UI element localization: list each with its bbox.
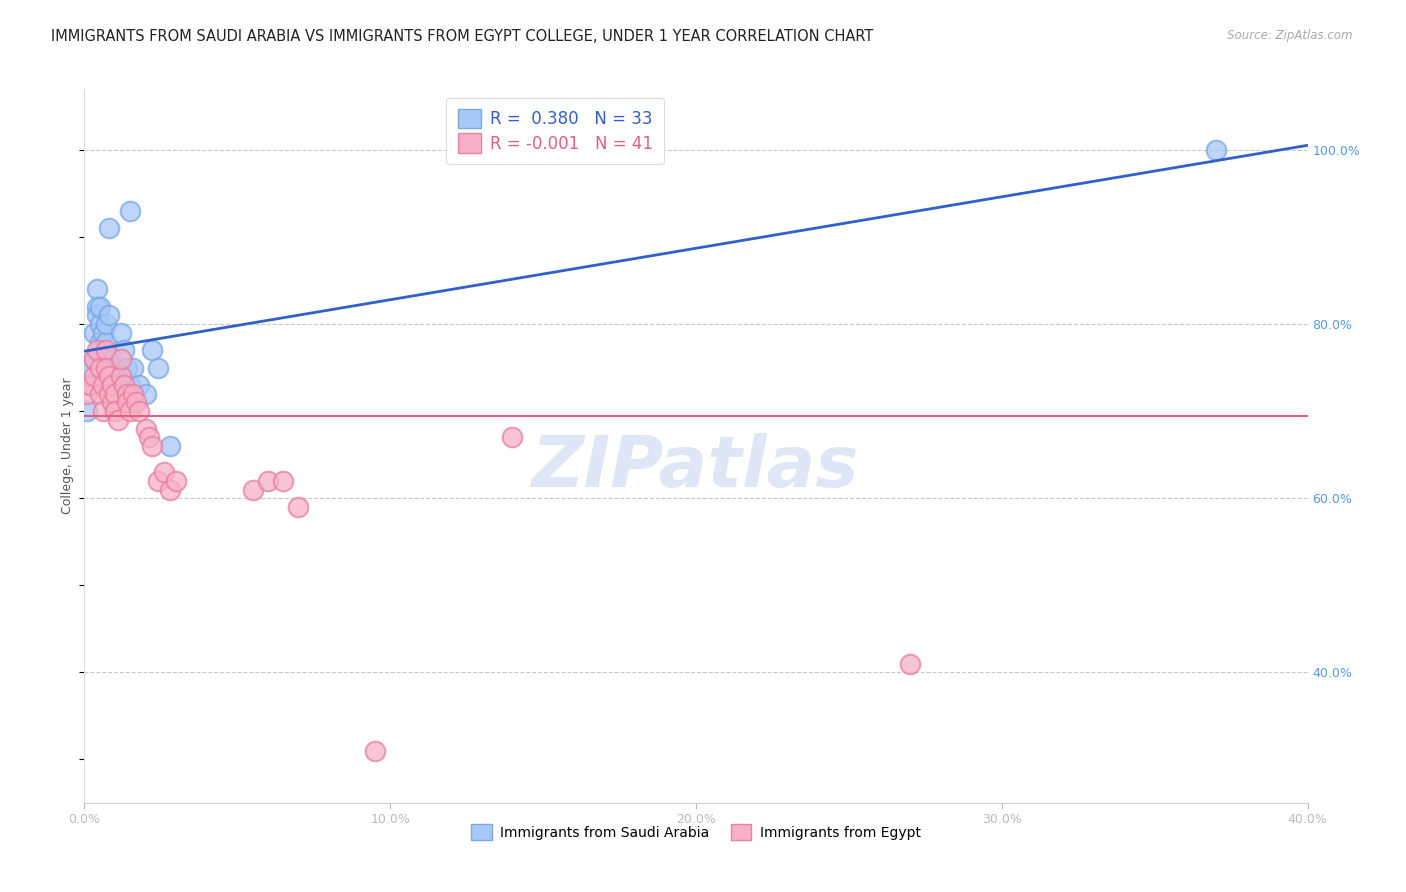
Point (104, 386, 127, 401)
Point (138, 430, 160, 444)
Point (86, 300, 108, 314)
Point (86, 309, 108, 323)
Point (146, 360, 169, 375)
Point (79, 360, 101, 375)
Point (115, 360, 138, 375)
Point (165, 474, 187, 488)
Point (89, 386, 111, 401)
Point (122, 386, 145, 401)
Point (86, 282, 108, 296)
Point (101, 395, 124, 409)
Point (76, 404, 98, 418)
Point (97, 309, 120, 323)
Point (364, 743, 387, 757)
Point (115, 395, 138, 409)
Point (89, 300, 111, 314)
Point (159, 483, 181, 497)
Point (94, 317, 117, 331)
Point (104, 404, 127, 418)
Point (153, 465, 176, 479)
Point (135, 386, 157, 401)
Point (146, 474, 169, 488)
Point (257, 474, 280, 488)
Point (120, 378, 142, 392)
Text: Source: ZipAtlas.com: Source: ZipAtlas.com (1227, 29, 1353, 42)
Point (125, 395, 148, 409)
Point (110, 326, 132, 340)
Point (271, 474, 294, 488)
Point (112, 378, 135, 392)
Point (1205, 143, 1227, 157)
Point (97, 369, 120, 384)
Point (91, 378, 114, 392)
Point (242, 483, 264, 497)
Point (94, 334, 117, 349)
Point (79, 378, 101, 392)
Point (91, 351, 114, 366)
Point (110, 369, 132, 384)
Point (76, 386, 98, 401)
Point (89, 360, 111, 375)
Point (89, 334, 111, 349)
Point (101, 351, 124, 366)
Point (97, 221, 120, 235)
Y-axis label: College, Under 1 year: College, Under 1 year (60, 377, 75, 515)
Point (159, 439, 181, 453)
Point (135, 421, 157, 435)
Point (104, 369, 127, 384)
Point (898, 657, 921, 671)
Point (110, 351, 132, 366)
Point (101, 360, 124, 375)
Point (94, 343, 117, 358)
Point (79, 378, 101, 392)
Point (89, 317, 111, 331)
Point (120, 404, 142, 418)
Point (91, 326, 114, 340)
Point (115, 386, 138, 401)
Point (97, 386, 120, 401)
Point (83, 326, 105, 340)
Point (122, 360, 145, 375)
Point (94, 360, 117, 375)
Point (101, 378, 124, 392)
Point (83, 369, 105, 384)
Point (141, 343, 163, 358)
Point (107, 413, 129, 427)
Point (83, 351, 105, 366)
Point (107, 378, 129, 392)
Legend: Immigrants from Saudi Arabia, Immigrants from Egypt: Immigrants from Saudi Arabia, Immigrants… (465, 819, 927, 846)
Point (120, 204, 142, 219)
Point (287, 500, 309, 514)
Text: IMMIGRANTS FROM SAUDI ARABIA VS IMMIGRANTS FROM EGYPT COLLEGE, UNDER 1 YEAR CORR: IMMIGRANTS FROM SAUDI ARABIA VS IMMIGRAN… (51, 29, 873, 44)
Point (91, 404, 114, 418)
Point (128, 404, 150, 418)
Point (128, 378, 150, 392)
Point (502, 430, 524, 444)
Point (141, 439, 163, 453)
Point (83, 351, 105, 366)
Text: ZIPatlas: ZIPatlas (533, 433, 859, 502)
Point (86, 343, 108, 358)
Point (112, 343, 135, 358)
